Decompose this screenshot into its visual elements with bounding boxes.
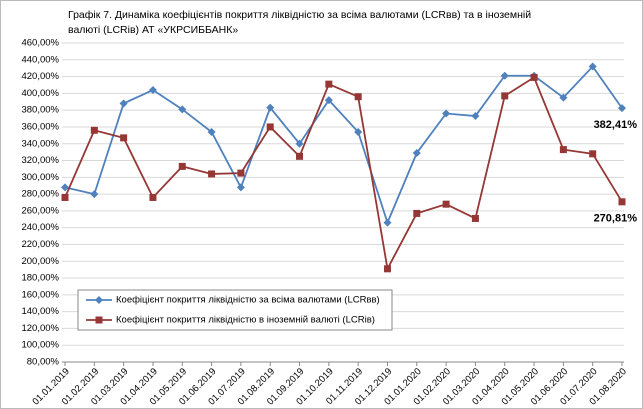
legend-box xyxy=(77,289,393,331)
y-tick-label: 340,00% xyxy=(21,138,59,149)
data-point xyxy=(589,150,597,158)
y-tick-label: 460,00% xyxy=(21,38,59,49)
data-point xyxy=(412,148,421,157)
y-tick-label: 160,00% xyxy=(21,289,59,300)
y-tick-label: 140,00% xyxy=(21,306,59,317)
data-point xyxy=(500,71,509,80)
legend-marker xyxy=(95,296,103,304)
y-tick-label: 240,00% xyxy=(21,222,59,233)
data-point xyxy=(61,193,69,201)
data-point xyxy=(266,123,274,131)
data-point xyxy=(383,265,391,273)
data-label: 270,81% xyxy=(594,213,638,225)
data-point xyxy=(266,103,275,112)
data-point xyxy=(471,214,479,222)
y-tick-label: 220,00% xyxy=(21,239,59,250)
data-point xyxy=(413,209,421,217)
y-tick-label: 320,00% xyxy=(21,155,59,166)
y-tick-label: 400,00% xyxy=(21,88,59,99)
series-line xyxy=(64,65,623,226)
y-tick-label: 280,00% xyxy=(21,189,59,200)
data-point xyxy=(618,198,626,206)
data-point xyxy=(471,112,480,121)
y-tick-label: 300,00% xyxy=(21,172,59,183)
data-point xyxy=(559,93,568,102)
chart-title: валюті (LCRів) АТ «УКРСИББАНК» xyxy=(68,24,238,36)
data-point xyxy=(442,109,451,118)
data-point xyxy=(237,169,245,177)
data-point xyxy=(236,183,245,192)
data-point xyxy=(442,200,450,208)
data-label: 382,41% xyxy=(594,119,638,131)
data-point xyxy=(120,134,128,142)
data-point xyxy=(296,152,304,160)
y-tick-label: 120,00% xyxy=(21,323,59,334)
y-tick-label: 80,00% xyxy=(27,357,60,368)
data-point xyxy=(559,146,567,154)
y-tick-label: 200,00% xyxy=(21,256,59,267)
data-point xyxy=(207,127,216,136)
data-point xyxy=(178,162,186,170)
data-point xyxy=(208,170,216,178)
data-point xyxy=(324,96,333,105)
data-point xyxy=(325,80,333,88)
data-point xyxy=(354,93,362,101)
data-point xyxy=(501,92,509,100)
data-point xyxy=(383,218,392,227)
data-point xyxy=(90,190,99,199)
y-tick-label: 360,00% xyxy=(21,121,59,132)
legend-label: Коефіцієнт покриття ліквідністю за всіма… xyxy=(116,295,380,306)
data-point xyxy=(354,127,363,136)
legend-marker xyxy=(95,316,103,324)
chart-title: Графік 7. Динаміка коефіцієнтів покриття… xyxy=(68,9,531,21)
y-tick-label: 180,00% xyxy=(21,273,59,284)
data-point xyxy=(618,104,626,113)
data-point xyxy=(178,105,187,114)
y-tick-label: 100,00% xyxy=(21,340,59,351)
data-point xyxy=(90,126,98,134)
data-point xyxy=(295,139,304,148)
series-line xyxy=(64,76,623,272)
data-point xyxy=(588,62,597,71)
y-tick-label: 420,00% xyxy=(21,71,59,82)
y-tick-label: 380,00% xyxy=(21,105,59,116)
data-point xyxy=(61,183,69,192)
data-point xyxy=(148,86,157,95)
y-tick-label: 440,00% xyxy=(21,54,59,65)
data-point xyxy=(530,73,538,81)
legend-label: Коефіцієнт покриття ліквідністю в інозем… xyxy=(116,315,375,326)
data-point xyxy=(119,99,128,108)
data-point xyxy=(149,193,157,201)
y-tick-label: 260,00% xyxy=(21,205,59,216)
